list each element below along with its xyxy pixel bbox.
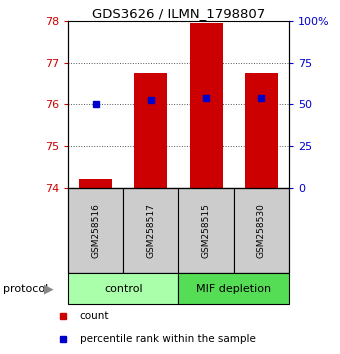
Bar [134, 73, 167, 188]
Bar [68, 273, 178, 304]
Text: control: control [104, 284, 142, 293]
Bar [189, 23, 223, 188]
Text: GSM258516: GSM258516 [91, 202, 100, 258]
Text: GSM258517: GSM258517 [147, 202, 155, 258]
Text: percentile rank within the sample: percentile rank within the sample [80, 334, 255, 344]
Text: GSM258530: GSM258530 [257, 202, 266, 258]
Text: count: count [80, 311, 109, 321]
Bar [178, 273, 289, 304]
Bar [123, 188, 178, 273]
Text: GSM258515: GSM258515 [202, 202, 210, 258]
Bar [68, 188, 123, 273]
Title: GDS3626 / ILMN_1798807: GDS3626 / ILMN_1798807 [92, 7, 265, 20]
Bar [178, 188, 234, 273]
Text: MIF depletion: MIF depletion [196, 284, 271, 293]
Bar [245, 73, 278, 188]
Bar [79, 179, 112, 188]
Text: protocol: protocol [3, 284, 49, 293]
Text: ▶: ▶ [44, 282, 54, 295]
Bar [234, 188, 289, 273]
